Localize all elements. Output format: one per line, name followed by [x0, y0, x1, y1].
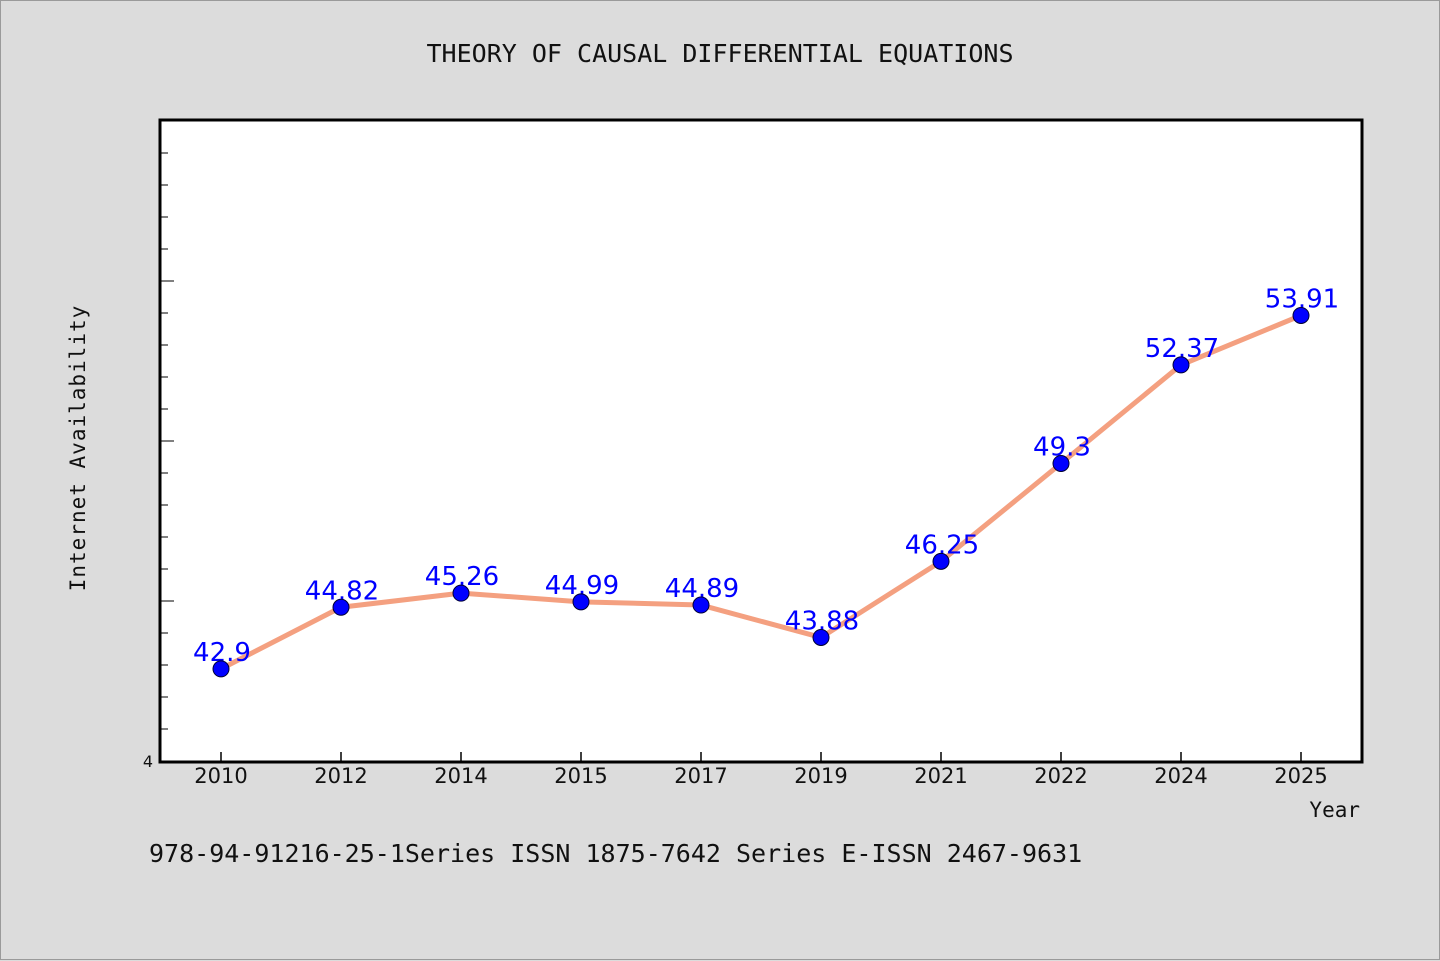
plot-area [158, 118, 1364, 764]
data-point [1172, 356, 1190, 374]
series-group: 42.944.82 45.26 44.99 44.8943.8846.2549.352… [193, 284, 1339, 678]
x-tick-label: 2019 [794, 764, 847, 788]
x-axis-tick-labels: 2010 2012 2014 2015 2017 2019 2021 2022 2024 2025 [194, 764, 1327, 788]
data-point [452, 584, 470, 602]
x-tick-label: 2025 [1274, 764, 1327, 788]
x-axis-label: Year [1309, 798, 1360, 822]
data-point [1292, 306, 1310, 324]
x-tick-label: 2014 [434, 764, 487, 788]
series-line [218, 312, 1304, 672]
data-point [812, 628, 830, 646]
x-axis-ticks [220, 752, 1302, 762]
footer-text: 978-94-91216-25-1Series ISSN 1875-7642 S… [149, 839, 1082, 868]
x-tick-label: 2010 [194, 764, 247, 788]
data-point [932, 552, 950, 570]
data-point [572, 593, 590, 611]
y-tick-label: 4 [143, 752, 153, 771]
x-tick-label: 2022 [1034, 764, 1087, 788]
x-tick-label: 2017 [674, 764, 727, 788]
data-point [1052, 454, 1070, 472]
y-axis-ticks [160, 152, 174, 762]
data-point [332, 598, 350, 616]
x-tick-label: 2015 [554, 764, 607, 788]
x-tick-label: 2024 [1154, 764, 1207, 788]
x-tick-label: 2021 [914, 764, 967, 788]
data-point [692, 596, 710, 614]
y-axis-label: Internet Availability [66, 305, 90, 592]
chart-title: THEORY OF CAUSAL DIFFERENTIAL EQUATIONS [427, 39, 1014, 68]
x-tick-label: 2012 [314, 764, 367, 788]
data-point [212, 660, 230, 678]
